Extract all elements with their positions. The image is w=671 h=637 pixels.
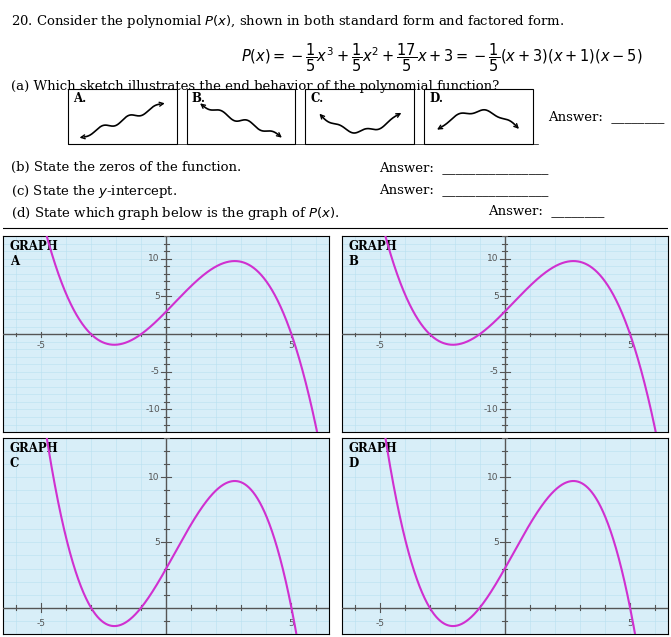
Text: D.: D. [429,92,443,105]
Text: Answer:  ________________: Answer: ________________ [380,183,549,196]
Text: GRAPH
C: GRAPH C [10,442,58,470]
Text: 20. Consider the polynomial $P(x)$, shown in both standard form and factored for: 20. Consider the polynomial $P(x)$, show… [11,13,564,29]
Text: 10: 10 [148,473,160,482]
Text: Answer:  ________________: Answer: ________________ [380,161,549,175]
Text: 5: 5 [154,292,160,301]
Text: -5: -5 [36,341,46,350]
Text: A.: A. [72,92,86,105]
Bar [68,89,176,145]
Text: 5: 5 [289,341,295,350]
Text: (d) State which graph below is the graph of $P(x)$.: (d) State which graph below is the graph… [11,204,340,222]
Text: 10: 10 [148,254,160,263]
Text: B.: B. [191,92,205,105]
Bar [187,89,295,145]
Text: 5: 5 [627,341,633,350]
Text: 5: 5 [493,538,499,547]
Text: 5: 5 [627,619,633,629]
Text: -5: -5 [375,619,384,629]
Text: -10: -10 [484,405,499,414]
Text: 5: 5 [154,538,160,547]
Bar [305,89,414,145]
Text: GRAPH
D: GRAPH D [348,442,397,470]
Text: (c) State the $y$-intercept.: (c) State the $y$-intercept. [11,183,178,200]
Bar [424,89,533,145]
Text: -10: -10 [145,405,160,414]
Text: -5: -5 [490,368,499,376]
Text: 5: 5 [493,292,499,301]
Text: (a) Which sketch illustrates the end behavior of the polynomial function?: (a) Which sketch illustrates the end beh… [11,80,499,94]
Text: GRAPH
A: GRAPH A [10,240,58,268]
Text: Answer:  ________: Answer: ________ [488,204,605,218]
Text: -5: -5 [36,619,46,629]
Text: GRAPH
B: GRAPH B [348,240,397,268]
Text: 5: 5 [289,619,295,629]
Text: $P(x) = -\dfrac{1}{5}x^3 + \dfrac{1}{5}x^2 + \dfrac{17}{5}x + 3 = -\dfrac{1}{5}(: $P(x) = -\dfrac{1}{5}x^3 + \dfrac{1}{5}x… [241,42,643,75]
Text: (b) State the zeros of the function.: (b) State the zeros of the function. [11,161,242,175]
Text: -5: -5 [375,341,384,350]
Text: 10: 10 [487,254,499,263]
Text: C.: C. [310,92,323,105]
Text: Answer:  ________: Answer: ________ [548,110,664,123]
Text: 10: 10 [487,473,499,482]
Text: -5: -5 [151,368,160,376]
